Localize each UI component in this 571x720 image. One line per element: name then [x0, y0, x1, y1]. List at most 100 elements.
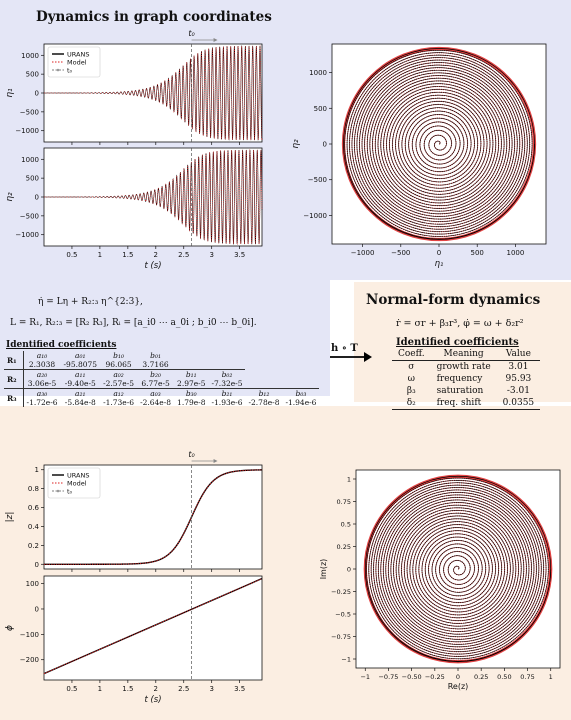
urans-series	[43, 577, 263, 675]
nf-value: -3.01	[506, 386, 530, 396]
coef-value: 96.065	[105, 360, 132, 369]
normal-form-panel	[354, 282, 571, 402]
coef-value: 3.7166	[142, 360, 169, 369]
x-tick-label: 3.5	[234, 685, 245, 693]
x-tick-label: 0.50	[497, 673, 511, 681]
legend-urans: URANS	[67, 51, 89, 59]
urans-spiral	[344, 49, 535, 240]
t0-arrowhead	[213, 38, 218, 42]
x-axis-label: t (s)	[144, 261, 161, 271]
coef-name: a₁₂	[100, 388, 138, 398]
coef-name: b₀₃	[282, 388, 320, 398]
x-tick-label: 0	[456, 673, 460, 681]
coef-name: b₁₀	[113, 351, 124, 360]
y-tick-label: −1000	[15, 231, 39, 239]
y-tick-label: −200	[20, 656, 39, 664]
y-tick-label: 0	[35, 90, 39, 98]
x-tick-label: −0.25	[425, 673, 445, 681]
y-tick-label: 0	[347, 566, 351, 574]
y-axis-label: η₁	[5, 88, 15, 98]
model-series	[44, 45, 263, 141]
coef-value: 3.06e-5	[27, 379, 57, 388]
coef-name: b₀₁	[150, 351, 161, 360]
top-title: Dynamics in graph coordinates	[36, 9, 272, 25]
y-tick-label: 0.75	[337, 498, 351, 506]
x-tick-label: 1	[98, 685, 102, 693]
x-tick-label: 1.5	[122, 685, 133, 693]
model-series	[44, 149, 263, 245]
x-axis-label: Re(z)	[448, 682, 469, 691]
coef-value: 2.97e-5	[177, 379, 206, 388]
transform-label: h ∘ T	[331, 343, 358, 354]
urans-spiral	[366, 477, 552, 662]
y-tick-label: 1	[35, 466, 39, 474]
legend-model: Model	[67, 59, 87, 67]
nf-meaning: saturation	[436, 386, 484, 396]
x-tick-label: −1000	[351, 249, 375, 257]
coef-value: -1.94e-6	[285, 398, 317, 407]
y-tick-label: 0.4	[28, 523, 40, 531]
coef-value: -1.93e-6	[211, 398, 243, 407]
legend-urans: URANS	[67, 472, 89, 480]
coef-row-label: R₂	[4, 369, 24, 389]
x-tick-label: −1	[360, 673, 370, 681]
x-axis-label: t (s)	[144, 695, 161, 705]
x-tick-label: 0.75	[520, 673, 534, 681]
equation-graph: η̇ = Lη + R₂:₃ η^{2:3},	[38, 297, 143, 307]
urans-outer-ring	[364, 475, 552, 663]
legend-t0: t₀	[67, 488, 73, 496]
x-tick-label: 1000	[507, 249, 525, 257]
y-tick-label: −500	[20, 212, 39, 220]
nf-header: Coeff.	[392, 348, 431, 361]
y-tick-label: 1000	[21, 52, 39, 60]
y-axis-label: |z|	[5, 512, 15, 523]
y-tick-label: −0.75	[331, 633, 351, 641]
x-tick-label: 0.5	[66, 685, 77, 693]
legend-t0-marker	[56, 489, 60, 493]
x-tick-label: 500	[471, 249, 484, 257]
nf-coeff: σ	[408, 362, 415, 372]
x-tick-label: 2.5	[178, 251, 189, 259]
x-tick-label: 1	[98, 251, 102, 259]
y-tick-label: 100	[26, 580, 39, 588]
coef-row-label: R₁	[4, 351, 24, 370]
coef-name: b₃₀	[174, 388, 209, 398]
model-series	[44, 469, 263, 565]
y-tick-label: 0.2	[28, 542, 39, 550]
coefficients-table: R₁ a₁₀ a₀₁ b₁₀ b₀₁ 2.3038 -95.8075 96.065 3.7166…	[4, 351, 320, 407]
x-tick-label: 2.5	[178, 685, 189, 693]
coef-value: -5.84e-8	[64, 398, 96, 407]
y-tick-label: 1000	[21, 156, 39, 164]
t0-arrowhead	[213, 459, 218, 463]
x-tick-label: −0.75	[378, 673, 398, 681]
y-tick-label: −500	[20, 108, 39, 116]
nf-header: Meaning	[430, 348, 497, 361]
coef-name: b₀₂	[208, 369, 246, 379]
nf-coeff: ω	[407, 374, 415, 384]
y-tick-label: 0	[323, 141, 327, 149]
y-tick-label: 0	[35, 194, 39, 202]
nf-meaning: frequency	[436, 374, 483, 384]
coef-name: a₁₀	[36, 351, 48, 360]
y-tick-label: −0.5	[335, 611, 351, 619]
nf-header: Value	[496, 348, 541, 361]
y-axis-label: Im(z)	[319, 559, 328, 580]
y-tick-label: 0.5	[341, 521, 351, 529]
y-tick-label: −1000	[303, 212, 327, 220]
coef-value: -1.72e-6	[26, 398, 58, 407]
coef-value: 6.77e-5	[141, 379, 170, 388]
legend-t0-marker	[56, 68, 60, 72]
x-tick-label: 0.25	[474, 673, 488, 681]
transform-arrowhead	[364, 352, 372, 362]
phi-plot	[43, 575, 263, 681]
y-tick-label: −1	[341, 656, 351, 664]
y-tick-label: 1	[347, 476, 351, 484]
coef-value: -2.64e-8	[140, 398, 172, 407]
x-tick-label: −0.50	[402, 673, 422, 681]
nf-coefficients-title: Identified coefficients	[396, 337, 519, 348]
coef-name: a₁₁	[60, 369, 101, 379]
coef-name: b₂₀	[137, 369, 175, 379]
x-axis-label: η₁	[435, 259, 444, 269]
x-tick-label: 1.5	[122, 251, 133, 259]
